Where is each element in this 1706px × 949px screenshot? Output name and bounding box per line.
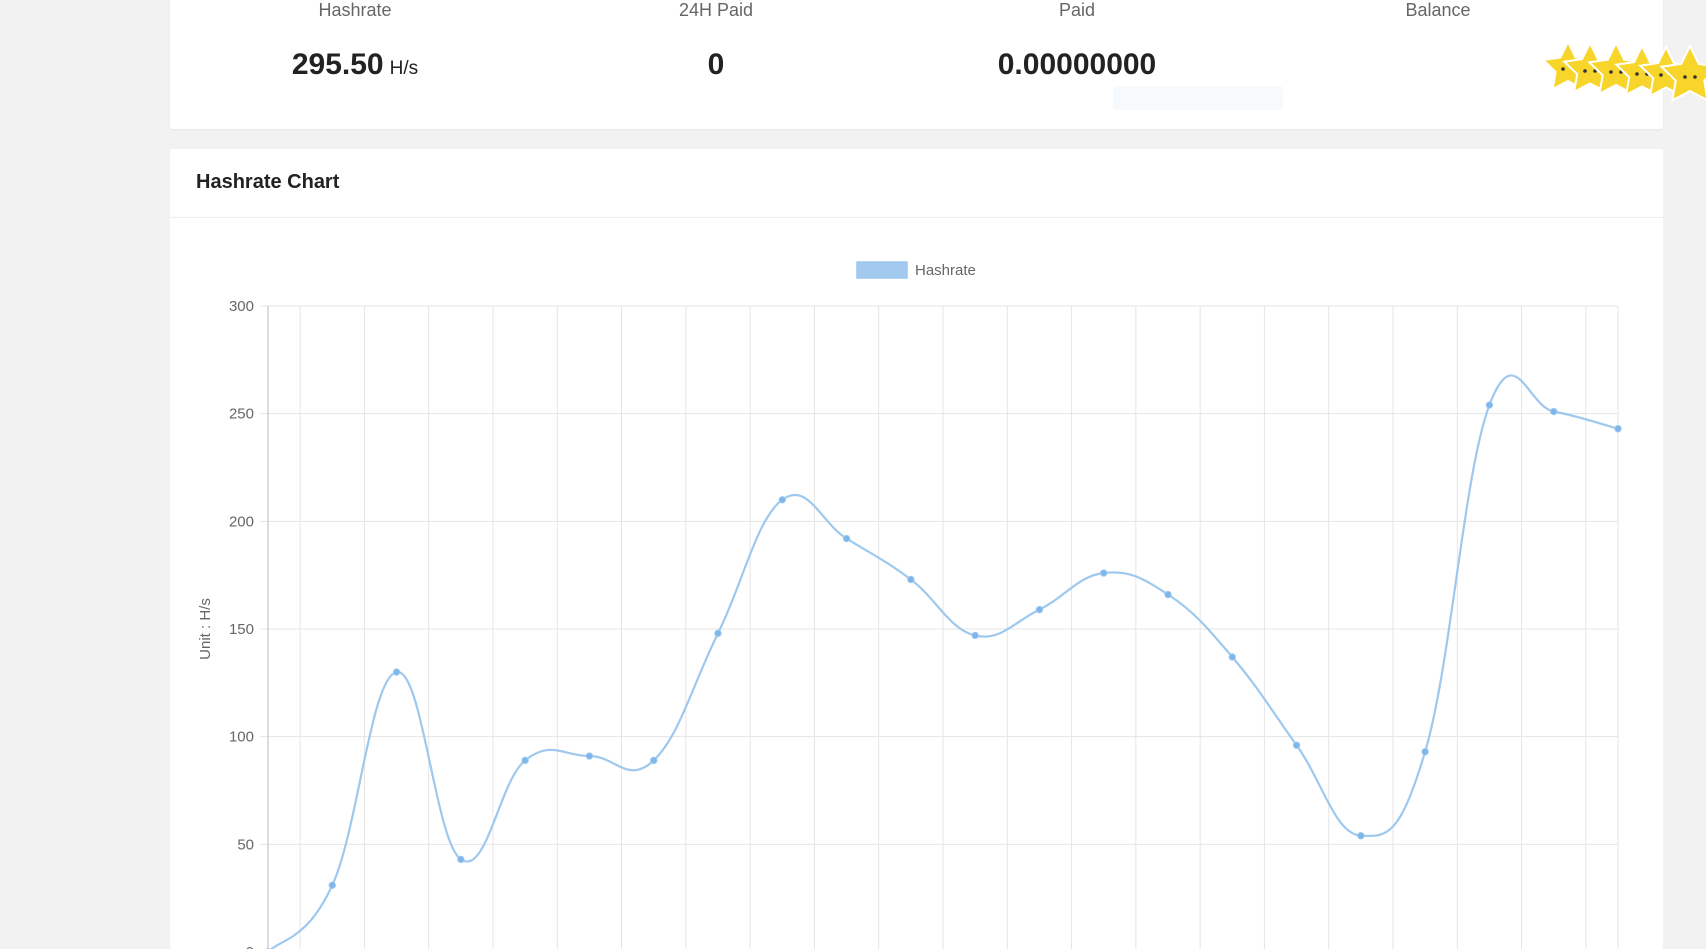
watermark-strip	[1113, 86, 1283, 110]
y-tick-label: 300	[229, 298, 254, 315]
paid-value: 0.00000000	[897, 48, 1257, 82]
data-point	[1165, 591, 1171, 597]
data-point	[1615, 426, 1621, 432]
hashrate-number: 295.50	[292, 48, 384, 81]
y-tick-label: 50	[237, 836, 254, 853]
star-eye	[1683, 75, 1687, 79]
y-axis-label: Unit : H/s	[197, 598, 214, 660]
chart-header: Hashrate Chart	[170, 149, 1663, 218]
hashrate-line-chart: 05010015020025030016:0017:0018:0019:0020…	[170, 218, 1663, 949]
star-eye	[1635, 72, 1639, 76]
data-point	[972, 632, 978, 638]
data-point	[1551, 408, 1557, 414]
data-point	[1358, 833, 1364, 839]
data-point	[329, 882, 335, 888]
data-point	[458, 856, 464, 862]
stats-card: Hashrate 295.50 H/s 24H Paid 0 Paid 0.000…	[170, 0, 1663, 129]
chart-title: Hashrate Chart	[196, 171, 339, 194]
balance-label: Balance	[1258, 0, 1618, 21]
star-eye	[1561, 67, 1565, 71]
data-point	[1486, 402, 1492, 408]
data-point	[1293, 742, 1299, 748]
data-point	[1101, 570, 1107, 576]
stars-icon	[1538, 38, 1706, 108]
data-point	[651, 757, 657, 763]
data-point	[586, 753, 592, 759]
star-eye	[1609, 70, 1613, 74]
data-point	[393, 669, 399, 675]
hashrate-value: 295.50 H/s	[175, 48, 535, 82]
paid-label: Paid	[897, 0, 1257, 21]
hashrate-chart-card: Hashrate Chart 05010015020025030016:0017…	[170, 149, 1663, 949]
y-tick-label: 200	[229, 513, 254, 530]
data-point	[715, 630, 721, 636]
y-tick-label: 250	[229, 406, 254, 423]
data-point	[779, 497, 785, 503]
data-point	[1229, 654, 1235, 660]
legend-swatch	[857, 262, 907, 278]
legend-label: Hashrate	[915, 262, 976, 279]
paid-24h-value: 0	[536, 48, 896, 82]
data-point	[522, 757, 528, 763]
paid-24h-label: 24H Paid	[536, 0, 896, 21]
star-eye	[1583, 69, 1587, 73]
data-point	[1422, 749, 1428, 755]
hashrate-unit: H/s	[390, 58, 419, 79]
data-point	[908, 576, 914, 582]
y-tick-label: 100	[229, 729, 254, 746]
star-eye	[1659, 73, 1663, 77]
hashrate-label: Hashrate	[175, 0, 535, 21]
y-tick-label: 0	[246, 944, 254, 949]
y-tick-label: 150	[229, 621, 254, 638]
star-eye	[1693, 75, 1697, 79]
data-point	[843, 535, 849, 541]
data-point	[1036, 606, 1042, 612]
